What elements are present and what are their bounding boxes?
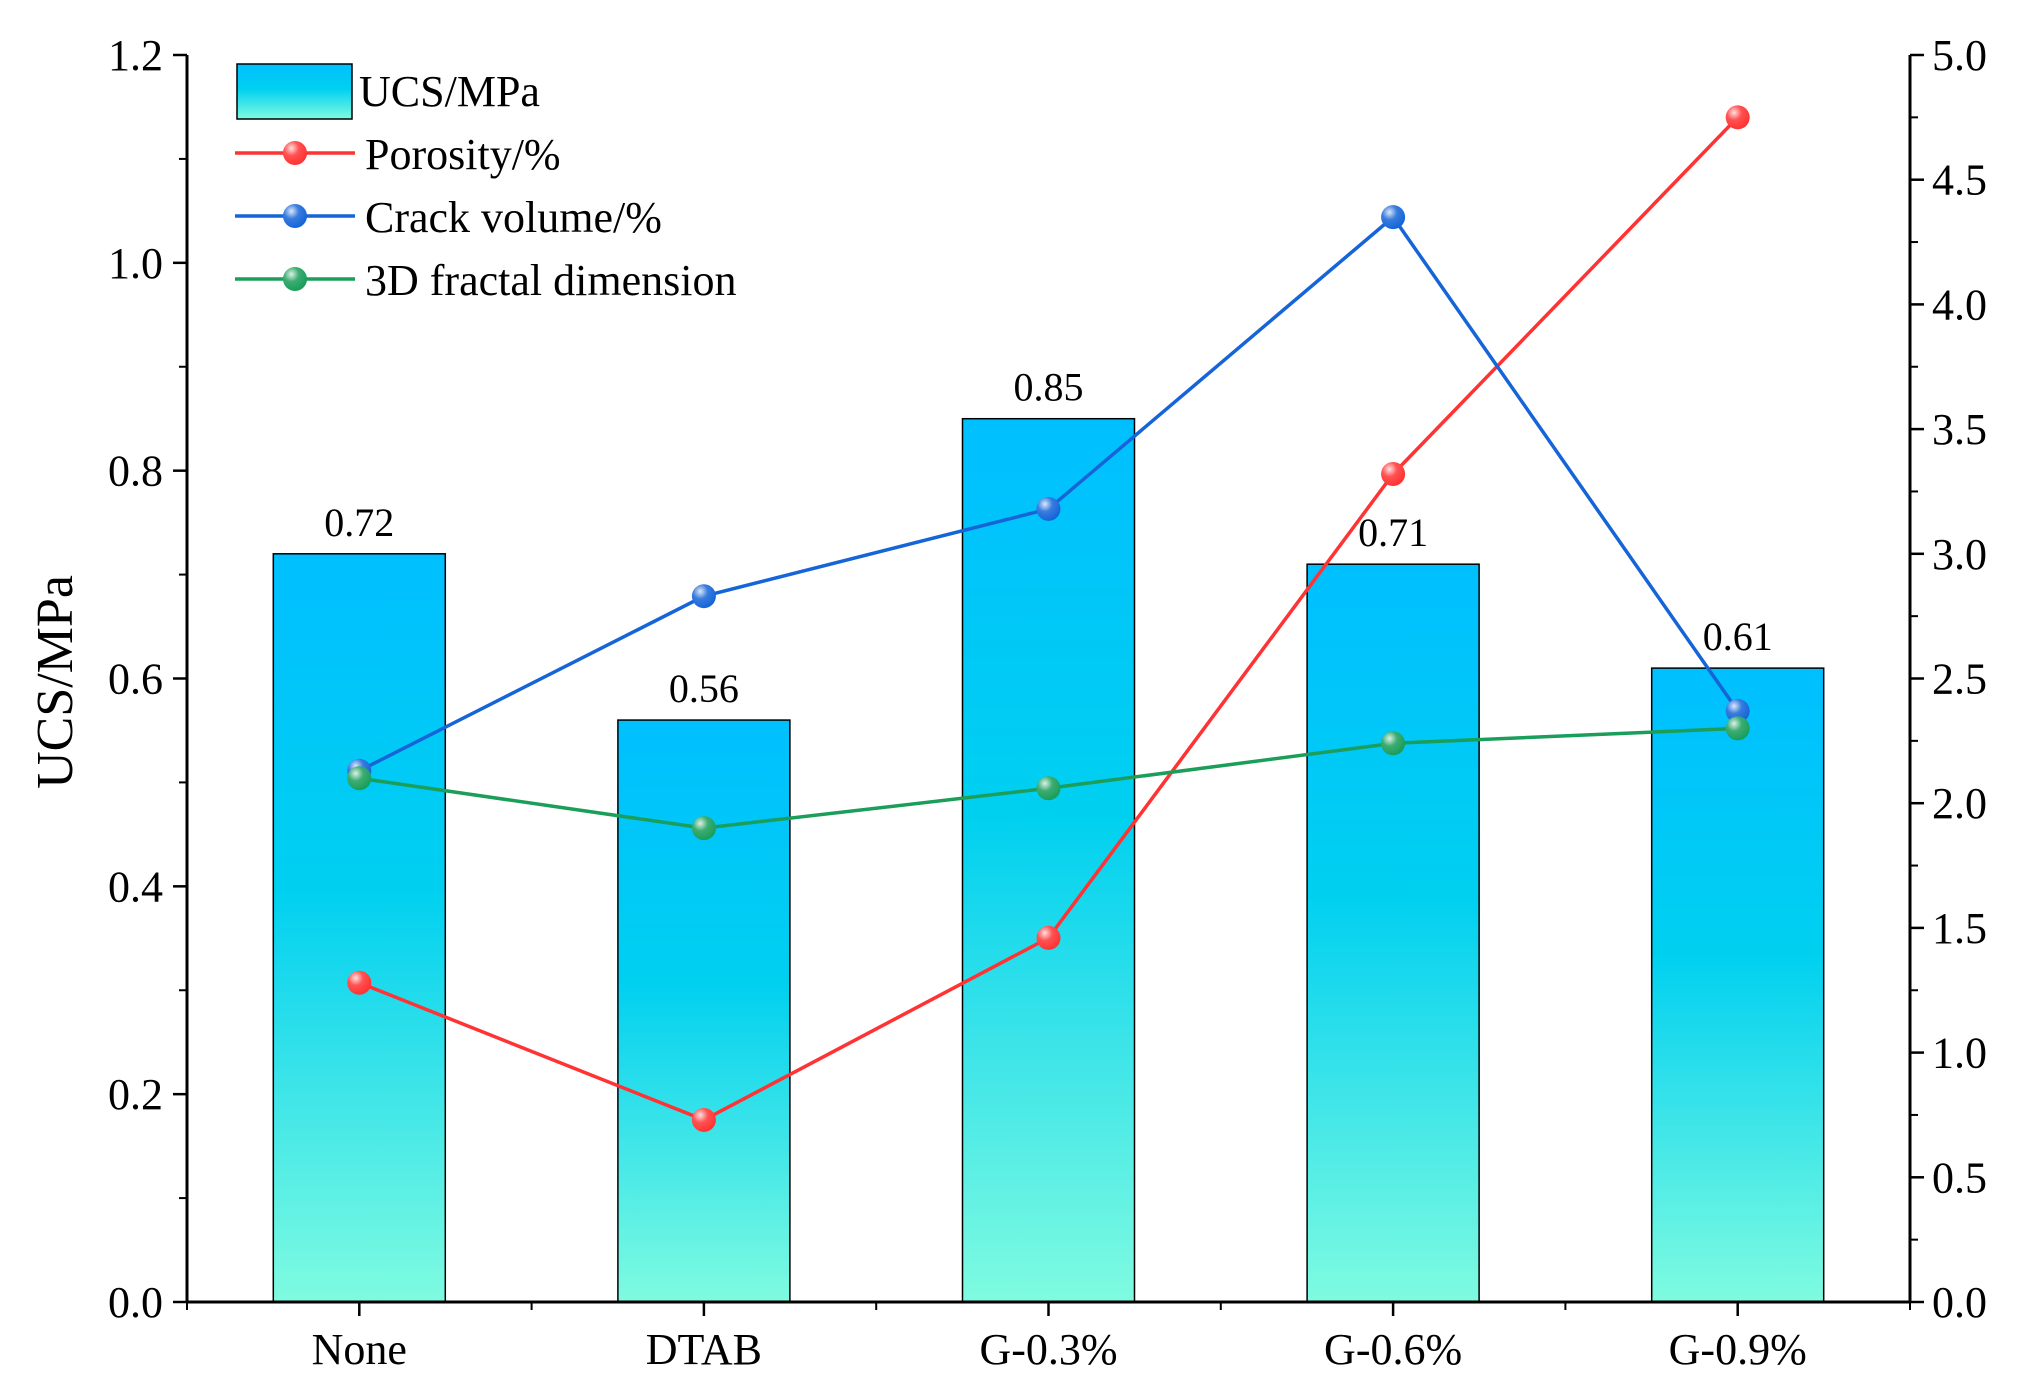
marker-crack-volume bbox=[691, 584, 716, 609]
bar-value-label: 0.71 bbox=[1358, 510, 1428, 555]
marker-porosity bbox=[347, 970, 372, 995]
marker-3d-fractal-dimension bbox=[1725, 716, 1750, 741]
y-right-tick-label: 3.5 bbox=[1932, 405, 1987, 454]
y-right-tick-label: 5.0 bbox=[1932, 31, 1987, 80]
legend-item-porosity: Porosity/% bbox=[235, 130, 561, 179]
y-left-tick-label: 0.6 bbox=[108, 655, 163, 704]
marker-crack-volume bbox=[1036, 496, 1061, 521]
marker-crack-volume bbox=[1725, 698, 1750, 723]
marker-porosity bbox=[1036, 925, 1061, 950]
bar-value-label: 0.56 bbox=[669, 666, 739, 711]
legend-item-ucs: UCS/MPa bbox=[236, 63, 540, 120]
bar-g-0-9- bbox=[1650, 667, 1825, 1303]
y-left-tick-label: 1.0 bbox=[108, 239, 163, 288]
bar-g-0-3- bbox=[961, 417, 1136, 1303]
x-tick-label: G-0.6% bbox=[1324, 1325, 1462, 1374]
x-tick-label: DTAB bbox=[646, 1325, 762, 1374]
marker-porosity bbox=[691, 1107, 716, 1132]
y-right-tick-label: 1.0 bbox=[1932, 1029, 1987, 1078]
bar-dtab bbox=[617, 719, 791, 1303]
legend-label-3d-fractal-dimension: 3D fractal dimension bbox=[365, 256, 736, 305]
legend: UCS/MPa Porosity/% Crack volume/% 3D fracta… bbox=[235, 63, 736, 305]
legend-item-3d-fractal-dimension: 3D fractal dimension bbox=[235, 256, 736, 305]
x-tick-label: G-0.3% bbox=[979, 1325, 1117, 1374]
legend-label-ucs: UCS/MPa bbox=[359, 67, 540, 116]
y-left-tick-label: 0.0 bbox=[108, 1278, 163, 1327]
bar-value-label: 0.72 bbox=[324, 500, 394, 545]
marker-3d-fractal-dimension bbox=[691, 816, 716, 841]
lines-layer bbox=[347, 105, 1750, 1132]
x-tick-label: None bbox=[312, 1325, 407, 1374]
bars-layer bbox=[272, 417, 1825, 1303]
marker-3d-fractal-dimension bbox=[1381, 731, 1406, 756]
legend-swatch-ucs bbox=[236, 63, 353, 120]
marker-3d-fractal-dimension bbox=[347, 766, 372, 791]
y-left-tick-label: 0.4 bbox=[108, 862, 163, 911]
legend-label-porosity: Porosity/% bbox=[365, 130, 561, 179]
bar-value-label: 0.85 bbox=[1014, 365, 1084, 410]
marker-porosity bbox=[1725, 105, 1750, 130]
y-right-tick-label: 0.0 bbox=[1932, 1278, 1987, 1327]
y-right-tick-label: 1.5 bbox=[1932, 904, 1987, 953]
y-axis-left-title: UCS/MPa bbox=[27, 575, 84, 789]
x-tick-label: G-0.9% bbox=[1669, 1325, 1807, 1374]
y-right-tick-label: 3.0 bbox=[1932, 530, 1987, 579]
y-right-tick-label: 2.0 bbox=[1932, 779, 1987, 828]
bar-labels-layer: 0.72 0.56 0.85 0.71 0.61 bbox=[324, 365, 1772, 711]
bar-value-label: 0.61 bbox=[1703, 614, 1773, 659]
axes-layer: 0.0 0.2 0.4 0.6 0.8 1.0 1.2 0.0 0.5 1.0 1.5 2.0 2.5 3… bbox=[108, 31, 1987, 1374]
y-right-tick-label: 2.5 bbox=[1932, 655, 1987, 704]
marker-porosity bbox=[1381, 461, 1406, 486]
y-left-tick-label: 0.2 bbox=[108, 1070, 163, 1119]
marker-crack-volume bbox=[1381, 205, 1406, 230]
y-left-tick-label: 1.2 bbox=[108, 31, 163, 80]
marker-3d-fractal-dimension bbox=[1036, 776, 1061, 801]
legend-label-crack-volume: Crack volume/% bbox=[365, 193, 662, 242]
y-right-tick-label: 4.0 bbox=[1932, 280, 1987, 329]
bar-none bbox=[272, 553, 447, 1303]
bar-g-0-6- bbox=[1306, 563, 1480, 1303]
y-right-tick-label: 4.5 bbox=[1932, 156, 1987, 205]
legend-item-crack-volume: Crack volume/% bbox=[235, 193, 662, 242]
y-right-tick-label: 0.5 bbox=[1932, 1153, 1987, 1202]
y-left-tick-label: 0.8 bbox=[108, 447, 163, 496]
